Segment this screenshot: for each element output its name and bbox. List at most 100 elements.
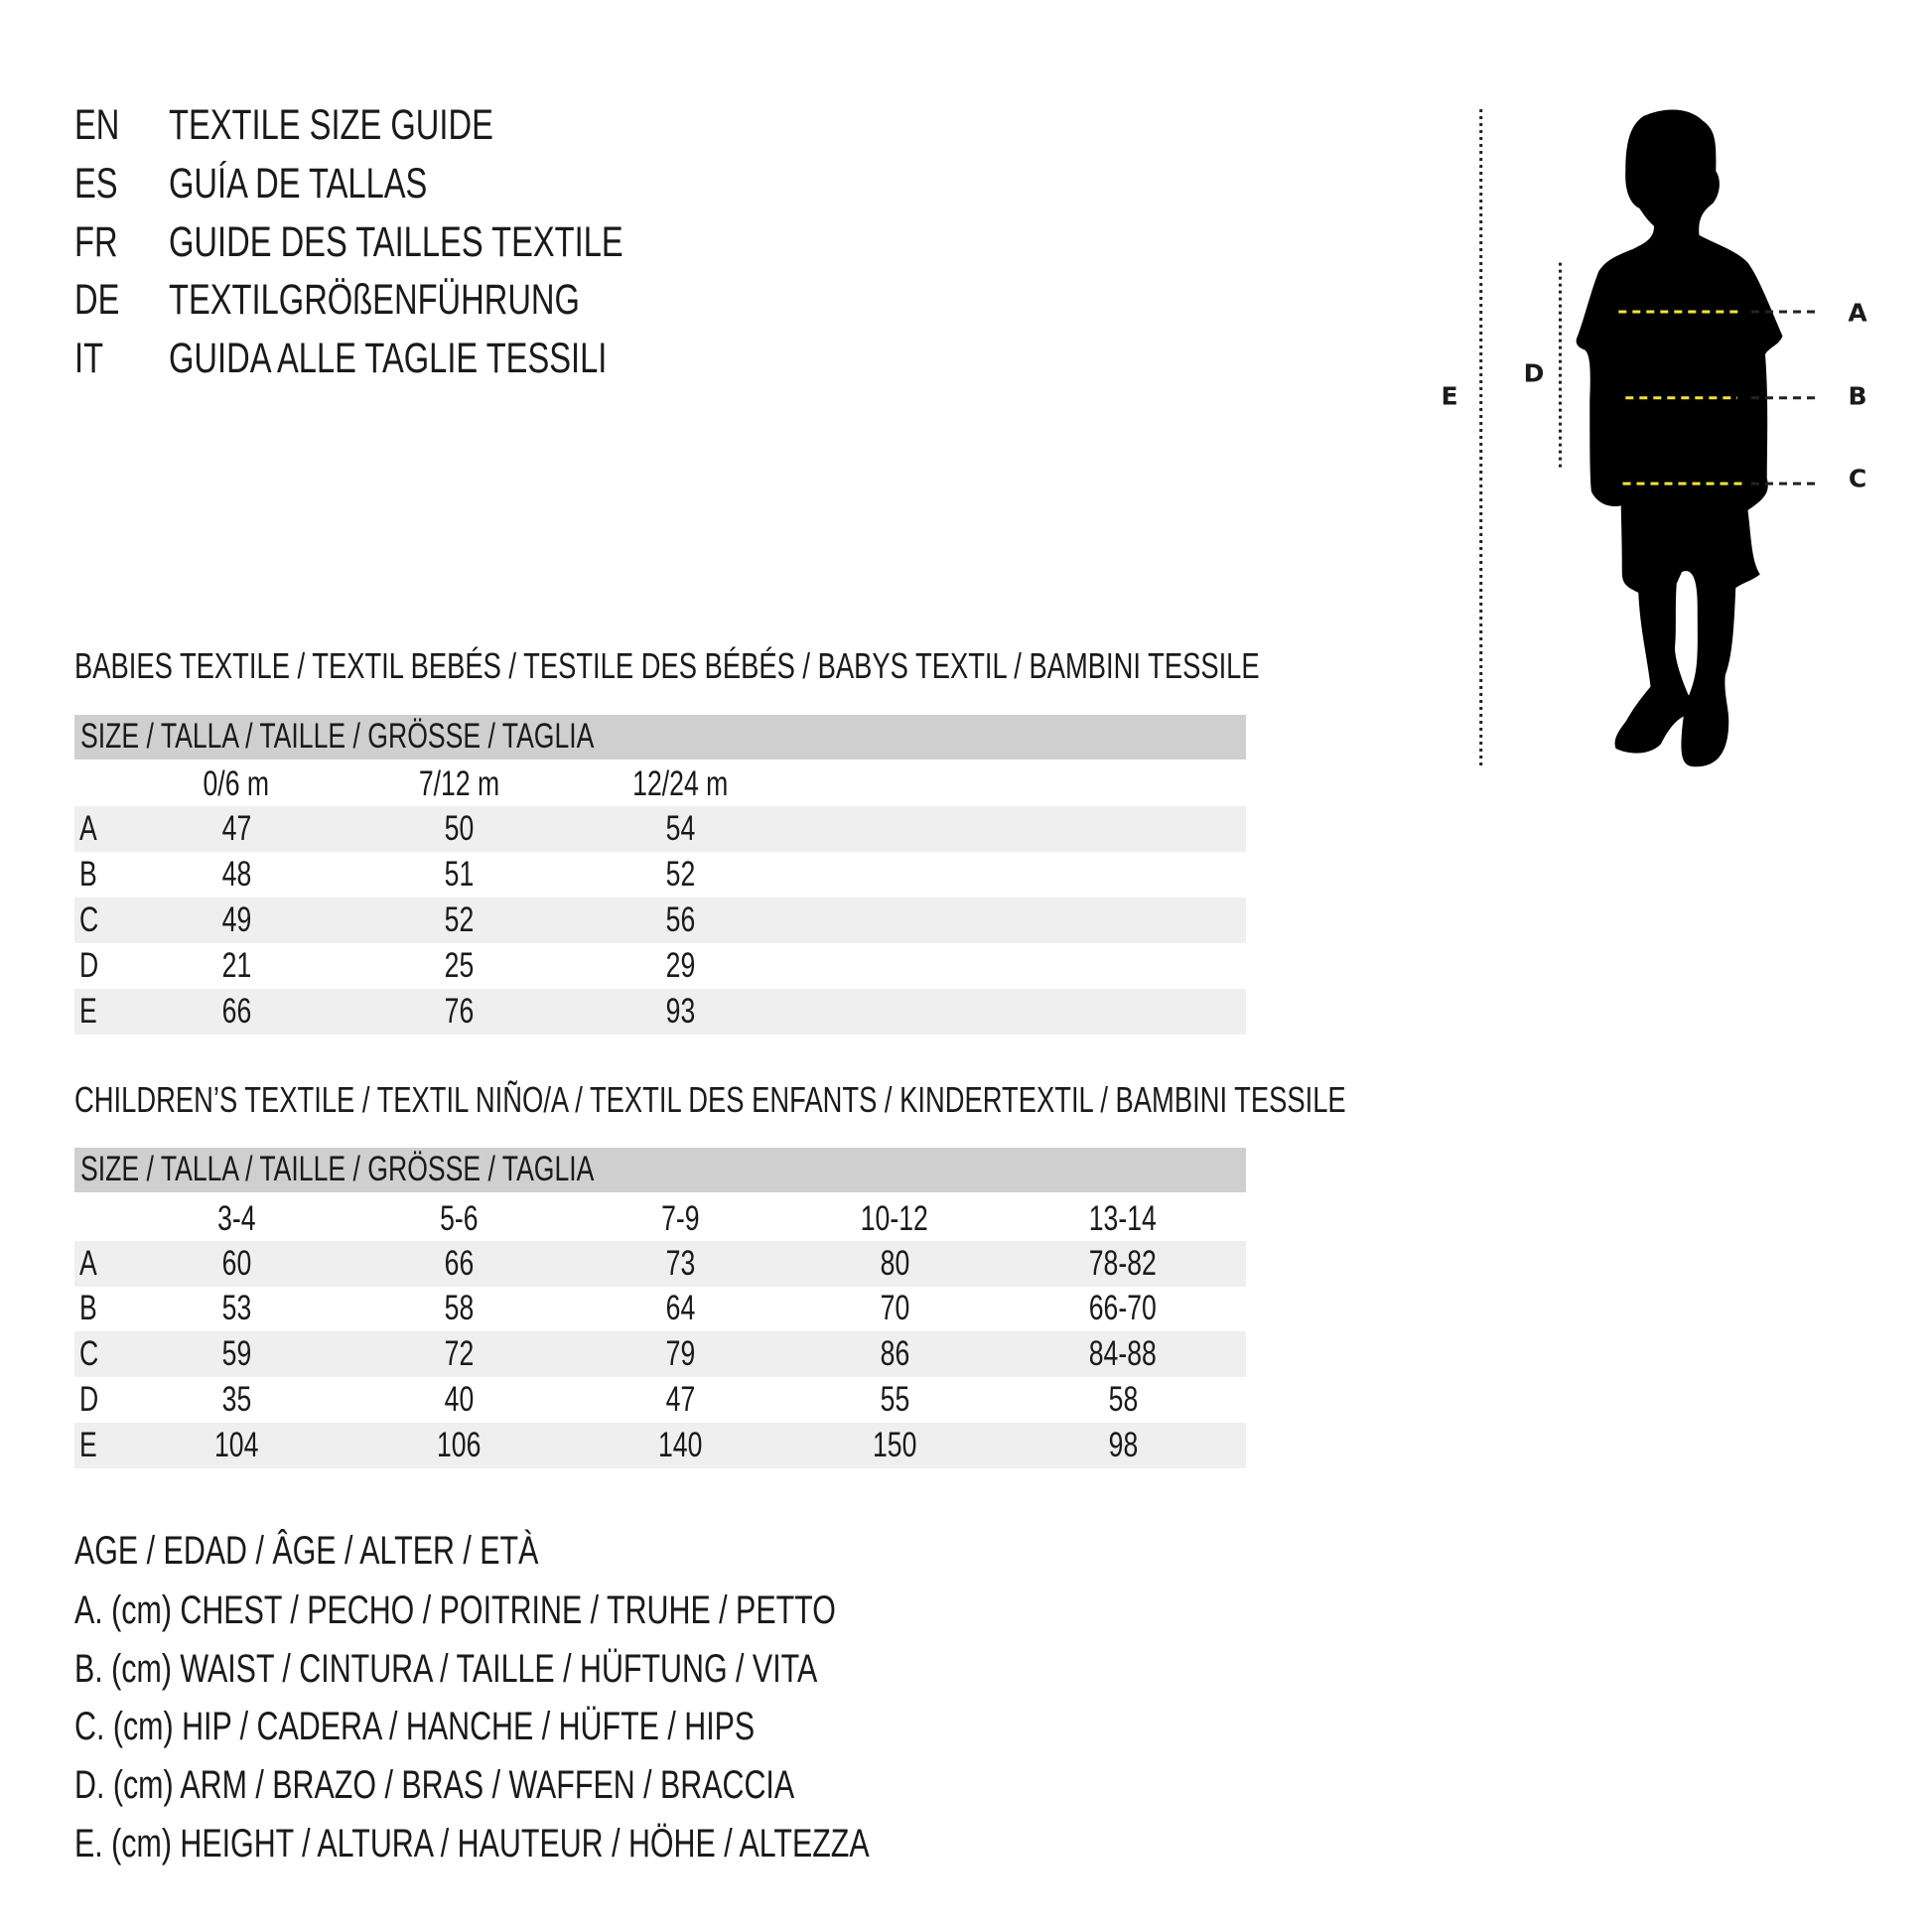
column-header: 7/12 m bbox=[359, 764, 558, 804]
table-cell-text: 72 bbox=[444, 1334, 474, 1373]
language-code: IT bbox=[74, 335, 112, 383]
legend-line-text: E. (cm) HEIGHT / ALTURA / HAUTEUR / HÖHE… bbox=[74, 1822, 870, 1865]
table-cell-text: 54 bbox=[665, 809, 695, 848]
legend-line-text: A. (cm) CHEST / PECHO / POITRINE / TRUHE… bbox=[74, 1588, 836, 1632]
guide-title-text: TEXTILE SIZE GUIDE bbox=[169, 101, 493, 149]
legend-line: AGE / EDAD / ÂGE / ALTER / ETÀ bbox=[74, 1529, 685, 1574]
row-stripe bbox=[74, 806, 1246, 852]
table-cell: 150 bbox=[795, 1426, 994, 1465]
table-cell: 76 bbox=[359, 992, 558, 1032]
legend-line: B. (cm) WAIST / CINTURA / TAILLE / HÜFTU… bbox=[74, 1647, 1052, 1692]
row-label: E bbox=[79, 992, 102, 1032]
row-stripe bbox=[74, 1331, 1246, 1377]
figure-label-c: C bbox=[1848, 464, 1867, 493]
row-label-text: A bbox=[79, 809, 97, 848]
row-label: B bbox=[79, 855, 102, 895]
table-cell-text: 73 bbox=[665, 1244, 695, 1283]
guide-title: GUIDE DES TAILLES TEXTILE bbox=[169, 218, 766, 267]
table-cell: 104 bbox=[137, 1426, 336, 1465]
row-label-text: A bbox=[79, 1244, 97, 1283]
children-heading-text: CHILDREN’S TEXTILE / TEXTIL NIÑO/A / TEX… bbox=[74, 1079, 1346, 1120]
size-header: SIZE / TALLA / TAILLE / GRÖSSE / TAGLIA bbox=[80, 717, 595, 756]
figure-label-a: A bbox=[1848, 298, 1867, 328]
table-cell: 47 bbox=[581, 1380, 779, 1420]
table-cell: 140 bbox=[581, 1426, 779, 1465]
column-header: 3-4 bbox=[137, 1199, 336, 1239]
figure-label-b: B bbox=[1848, 381, 1867, 411]
column-header: 5-6 bbox=[359, 1199, 558, 1239]
table-cell-text: 79 bbox=[665, 1334, 695, 1373]
table-cell: 64 bbox=[581, 1289, 779, 1328]
table-cell-text: 76 bbox=[444, 992, 474, 1031]
column-header: 10-12 bbox=[795, 1199, 994, 1239]
column-header: 7-9 bbox=[581, 1199, 779, 1239]
table-cell-text: 49 bbox=[221, 900, 251, 939]
table-cell-text: 66-70 bbox=[1088, 1289, 1158, 1327]
table-cell-text: 25 bbox=[444, 946, 474, 985]
table-cell: 54 bbox=[581, 809, 779, 849]
table-cell-text: 66 bbox=[221, 992, 251, 1031]
row-label-text: E bbox=[79, 992, 97, 1031]
row-label: E bbox=[79, 1426, 102, 1465]
language-code: EN bbox=[74, 101, 134, 150]
figure-label-d: D bbox=[1523, 358, 1545, 388]
table-cell-text: 52 bbox=[444, 900, 474, 939]
table-cell: 84-88 bbox=[1024, 1334, 1222, 1374]
row-label: C bbox=[79, 1334, 104, 1374]
table-cell-text: 104 bbox=[213, 1426, 259, 1464]
column-header-text: 12/24 m bbox=[631, 764, 729, 803]
size-header-bar: SIZE / TALLA / TAILLE / GRÖSSE / TAGLIA bbox=[74, 1148, 1246, 1192]
table-cell-text: 53 bbox=[221, 1289, 251, 1327]
size-header: SIZE / TALLA / TAILLE / GRÖSSE / TAGLIA bbox=[80, 1150, 595, 1188]
row-label: C bbox=[79, 900, 104, 940]
table-cell-text: 66 bbox=[444, 1244, 474, 1283]
table-cell: 52 bbox=[359, 900, 558, 940]
table-cell-text: 140 bbox=[657, 1426, 703, 1464]
legend-line-text: C. (cm) HIP / CADERA / HANCHE / HÜFTE / … bbox=[74, 1705, 756, 1748]
row-label-text: B bbox=[79, 855, 97, 894]
size-header-bar: SIZE / TALLA / TAILLE / GRÖSSE / TAGLIA bbox=[74, 715, 1246, 759]
legend-line-text: AGE / EDAD / ÂGE / ALTER / ETÀ bbox=[74, 1529, 539, 1573]
guide-title-text: TEXTILGRÖßENFÜHRUNG bbox=[169, 276, 580, 324]
table-cell: 50 bbox=[359, 809, 558, 849]
row-stripe bbox=[74, 1423, 1246, 1468]
guide-title: GUIDA ALLE TAGLIE TESSILI bbox=[169, 335, 746, 383]
babies-heading-text: BABIES TEXTILE / TEXTIL BEBÉS / TESTILE … bbox=[74, 645, 1260, 686]
legend-line: C. (cm) HIP / CADERA / HANCHE / HÜFTE / … bbox=[74, 1705, 970, 1749]
language-code: ES bbox=[74, 160, 131, 208]
guide-title: GUÍA DE TALLAS bbox=[169, 160, 509, 208]
table-cell-text: 84-88 bbox=[1088, 1334, 1158, 1373]
table-cell: 60 bbox=[137, 1244, 336, 1284]
legend-line: A. (cm) CHEST / PECHO / POITRINE / TRUHE… bbox=[74, 1588, 1076, 1633]
row-label: A bbox=[79, 809, 102, 849]
column-header-text: 3-4 bbox=[216, 1199, 256, 1238]
table-cell: 53 bbox=[137, 1289, 336, 1328]
row-label: A bbox=[79, 1244, 102, 1284]
table-cell-text: 80 bbox=[880, 1244, 909, 1283]
leg-gap bbox=[1675, 571, 1698, 696]
child-silhouette-icon bbox=[1390, 79, 1932, 794]
column-header-text: 5-6 bbox=[439, 1199, 479, 1238]
row-label-text: C bbox=[79, 900, 99, 939]
row-stripe bbox=[74, 897, 1246, 943]
column-header-text: 13-14 bbox=[1088, 1199, 1158, 1238]
table-cell: 79 bbox=[581, 1334, 779, 1374]
table-cell: 35 bbox=[137, 1380, 336, 1420]
table-cell: 49 bbox=[137, 900, 336, 940]
table-cell: 25 bbox=[359, 946, 558, 986]
table-cell-text: 47 bbox=[665, 1380, 695, 1419]
table-cell-text: 40 bbox=[444, 1380, 474, 1419]
table-cell-text: 78-82 bbox=[1088, 1244, 1158, 1283]
column-header: 0/6 m bbox=[137, 764, 336, 804]
table-cell: 86 bbox=[795, 1334, 994, 1374]
table-cell-text: 58 bbox=[444, 1289, 474, 1327]
table-cell: 51 bbox=[359, 855, 558, 895]
babies-heading: BABIES TEXTILE / TEXTIL BEBÉS / TESTILE … bbox=[74, 645, 1634, 687]
table-cell: 70 bbox=[795, 1289, 994, 1328]
table-cell: 80 bbox=[795, 1244, 994, 1284]
row-label-text: E bbox=[79, 1426, 97, 1464]
legend-line: D. (cm) ARM / BRAZO / BRAS / WAFFEN / BR… bbox=[74, 1763, 1022, 1808]
column-header: 12/24 m bbox=[581, 764, 779, 804]
guide-title-text: GUIDE DES TAILLES TEXTILE bbox=[169, 218, 623, 266]
table-cell-text: 21 bbox=[221, 946, 251, 985]
